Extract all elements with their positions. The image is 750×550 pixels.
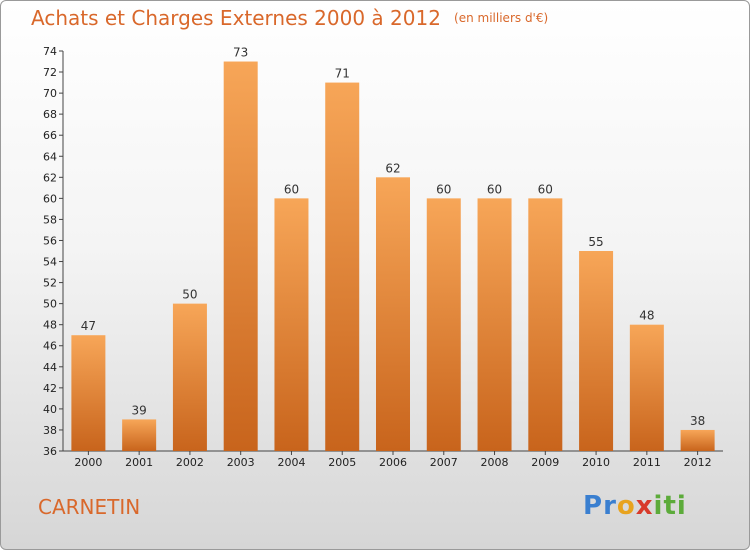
bar-value-label: 50 — [182, 288, 197, 302]
y-tick-label: 70 — [43, 87, 57, 100]
y-tick-label: 44 — [43, 361, 57, 374]
chart-axes: 36 38 40 42 44 46 48 50 52 54 56 58 60 62 64 66 68 70 72 74 — [43, 45, 723, 458]
y-tick-label: 40 — [43, 403, 57, 416]
x-tick-label: 2008 — [481, 456, 509, 469]
bar-value-label: 39 — [132, 403, 147, 417]
x-tick-label: 2006 — [379, 456, 407, 469]
proxiti-logo: Proxiti — [583, 491, 687, 521]
y-tick-label: 38 — [43, 424, 57, 437]
x-tick-label: 2010 — [582, 456, 610, 469]
bar-value-label: 38 — [690, 414, 705, 428]
commune-name: CARNETIN — [38, 495, 141, 519]
x-tick-label: 2011 — [633, 456, 661, 469]
bar-2012 — [680, 429, 715, 451]
bar-2000 — [71, 335, 106, 451]
bar-value-label: 60 — [487, 182, 502, 196]
y-tick-label: 74 — [43, 45, 57, 58]
logo-letter: x — [635, 491, 654, 521]
bar-2006 — [376, 177, 410, 451]
x-tick-label: 2003 — [227, 456, 255, 469]
chart-labels: 2000 47 2001 39 2002 50 2003 73 2004 60 2005 71 2006… — [74, 46, 711, 469]
bar-2003 — [223, 61, 258, 452]
logo-letter: r — [603, 491, 617, 521]
x-tick-label: 2005 — [328, 456, 356, 469]
bar-value-label: 55 — [588, 235, 603, 249]
bar-2001 — [122, 419, 157, 451]
y-tick-label: 68 — [43, 108, 57, 121]
logo-letter: i — [653, 491, 664, 521]
y-tick-label: 64 — [43, 150, 57, 163]
bar-2009 — [528, 198, 563, 451]
bar-2004 — [274, 198, 309, 451]
bar-value-label: 71 — [335, 67, 350, 81]
chart-title-text: Achats et Charges Externes 2000 à 2012 — [31, 6, 441, 30]
bar-value-label: 60 — [284, 182, 299, 196]
y-tick-label: 66 — [43, 129, 57, 142]
x-tick-label: 2004 — [277, 456, 305, 469]
chart-subtitle: (en milliers d'€) — [454, 11, 549, 25]
y-tick-label: 50 — [43, 298, 57, 311]
y-tick-label: 60 — [43, 192, 57, 205]
bar-value-label: 62 — [385, 161, 400, 175]
x-tick-label: 2012 — [684, 456, 712, 469]
bar-value-label: 73 — [233, 46, 248, 60]
y-tick-label: 36 — [43, 445, 57, 458]
logo-letter: t — [663, 491, 677, 521]
x-tick-label: 2009 — [531, 456, 559, 469]
x-tick-label: 2002 — [176, 456, 204, 469]
bar-value-label: 60 — [436, 182, 451, 196]
bar-2011 — [629, 324, 664, 451]
y-tick-label: 72 — [43, 66, 57, 79]
y-tick-label: 52 — [43, 277, 57, 290]
bar-value-label: 60 — [538, 182, 553, 196]
logo-letter: o — [616, 491, 636, 521]
chart-title: Achats et Charges Externes 2000 à 2012 (… — [31, 6, 548, 30]
y-tick-label: 54 — [43, 256, 57, 269]
logo-letter: i — [676, 491, 687, 521]
y-tick-label: 42 — [43, 382, 57, 395]
logo-letter: P — [583, 491, 604, 521]
y-tick-label: 58 — [43, 213, 57, 226]
x-tick-label: 2001 — [125, 456, 153, 469]
y-tick-label: 62 — [43, 171, 57, 184]
chart-bars — [71, 61, 715, 452]
bar-value-label: 47 — [81, 319, 96, 333]
y-tick-label: 56 — [43, 234, 57, 247]
bar-2007 — [426, 198, 461, 451]
y-tick-label: 46 — [43, 340, 57, 353]
x-tick-label: 2007 — [430, 456, 458, 469]
bar-value-label: 48 — [639, 309, 654, 323]
x-tick-label: 2000 — [74, 456, 102, 469]
bar-2010 — [579, 251, 614, 451]
bar-2002 — [172, 303, 207, 451]
y-tick-label: 48 — [43, 319, 57, 332]
bar-2008 — [477, 198, 512, 451]
bar-2005 — [325, 82, 360, 451]
